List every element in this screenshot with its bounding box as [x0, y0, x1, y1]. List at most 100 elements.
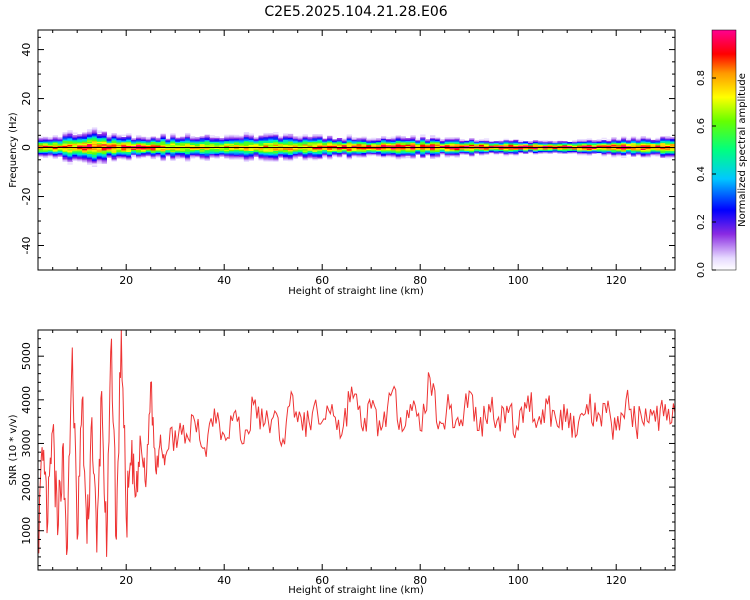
spectral-cell	[160, 147, 166, 149]
spectral-cell	[336, 155, 343, 157]
spectral-cell	[72, 137, 78, 139]
spectral-cell	[287, 155, 294, 158]
spectral-cell	[420, 155, 426, 157]
spectral-cell	[136, 152, 142, 154]
spectral-cell	[136, 139, 142, 142]
spectral-cell	[52, 140, 58, 142]
spectral-cell	[434, 154, 441, 156]
spectral-cell	[503, 152, 509, 154]
spectral-cell	[621, 150, 627, 152]
spectral-cell	[655, 143, 661, 146]
spectral-cell	[444, 144, 450, 147]
spectral-cell	[503, 150, 509, 153]
spectral-cell	[62, 138, 68, 140]
spectral-cell	[351, 155, 357, 158]
spectral-cell	[312, 137, 318, 140]
spectral-cell	[287, 133, 294, 136]
spectral-cell	[229, 151, 235, 154]
spectral-cell	[82, 159, 88, 162]
spectral-cell	[77, 145, 83, 147]
spectral-cell	[307, 140, 313, 143]
spectral-cell	[224, 135, 230, 138]
spectral-cell	[297, 154, 303, 156]
spectral-cell	[243, 136, 250, 139]
spectral-cell	[297, 155, 303, 158]
spectral-cell	[346, 155, 352, 157]
spectral-cell	[155, 151, 161, 153]
spectral-cell	[430, 142, 436, 145]
spectral-cell	[91, 162, 98, 165]
spectral-cell	[621, 142, 627, 145]
spectral-cell	[400, 140, 406, 143]
spectral-cell	[302, 141, 308, 144]
spectral-cell	[224, 137, 230, 139]
spectral-cell	[586, 153, 593, 155]
spectral-cell	[67, 158, 73, 160]
spectral-cell	[312, 151, 318, 154]
spectral-cell	[243, 144, 250, 146]
spectral-cell	[126, 156, 132, 159]
spectral-cell	[552, 150, 558, 152]
spectral-cell	[508, 151, 514, 154]
spectral-cell	[562, 142, 568, 145]
spectral-cell	[273, 160, 279, 162]
spectral-cell	[219, 138, 225, 140]
spectral-cell	[410, 142, 416, 145]
spectral-cell	[332, 144, 338, 146]
spectral-cell	[454, 144, 460, 147]
spectral-cell	[297, 145, 303, 148]
spectral-cell	[258, 139, 264, 141]
spectral-cell	[302, 157, 308, 160]
spectral-cell	[410, 155, 416, 157]
spectral-cell	[101, 145, 107, 147]
spectral-cell	[62, 135, 68, 138]
spectral-cell	[287, 144, 294, 147]
spectral-cell	[185, 143, 191, 146]
spectral-cell	[150, 156, 156, 158]
spectral-cell	[248, 156, 254, 159]
spectral-cell	[469, 138, 475, 141]
spectral-cell	[160, 133, 166, 136]
spectral-cell	[356, 154, 362, 157]
spectral-cell	[322, 152, 328, 154]
spectral-cell	[650, 141, 656, 143]
spectral-cell	[454, 151, 460, 153]
spectral-cell	[567, 151, 573, 154]
spectral-cell	[557, 144, 563, 147]
spectral-cell	[635, 140, 642, 142]
spectral-cell	[518, 145, 524, 148]
spectral-cell	[635, 142, 642, 145]
spectral-cell	[287, 149, 294, 152]
spectral-cell	[287, 154, 294, 157]
spectral-cell	[140, 136, 147, 139]
spectral-cell	[307, 151, 313, 154]
spectral-cell	[131, 138, 137, 141]
spectral-cell	[258, 151, 264, 154]
spectral-cell	[121, 145, 127, 148]
spectral-cell	[150, 144, 156, 146]
spectral-cell	[317, 135, 323, 138]
spectral-cell	[312, 157, 318, 160]
spectral-cell	[180, 153, 186, 156]
spectral-cell	[381, 136, 387, 138]
spectral-cell	[439, 150, 446, 152]
spectral-cell	[307, 156, 313, 159]
spectral-cell	[287, 153, 294, 156]
spectral-cell	[72, 155, 78, 158]
spectral-cell	[439, 149, 446, 151]
spectral-cell	[665, 139, 671, 142]
spectral-cell	[214, 136, 220, 138]
spectral-cell	[425, 145, 431, 147]
spectral-cell	[283, 156, 289, 159]
spectral-cell	[469, 142, 475, 144]
spectral-cell	[87, 137, 93, 140]
spectral-cell	[385, 144, 392, 147]
spectral-cell	[528, 143, 534, 146]
spectral-cell	[234, 134, 240, 137]
spectral-cell	[645, 153, 651, 156]
spectral-cell	[611, 138, 617, 141]
spectral-cell	[180, 136, 186, 139]
spectral-cell	[253, 141, 259, 144]
spectral-cell	[72, 159, 78, 162]
